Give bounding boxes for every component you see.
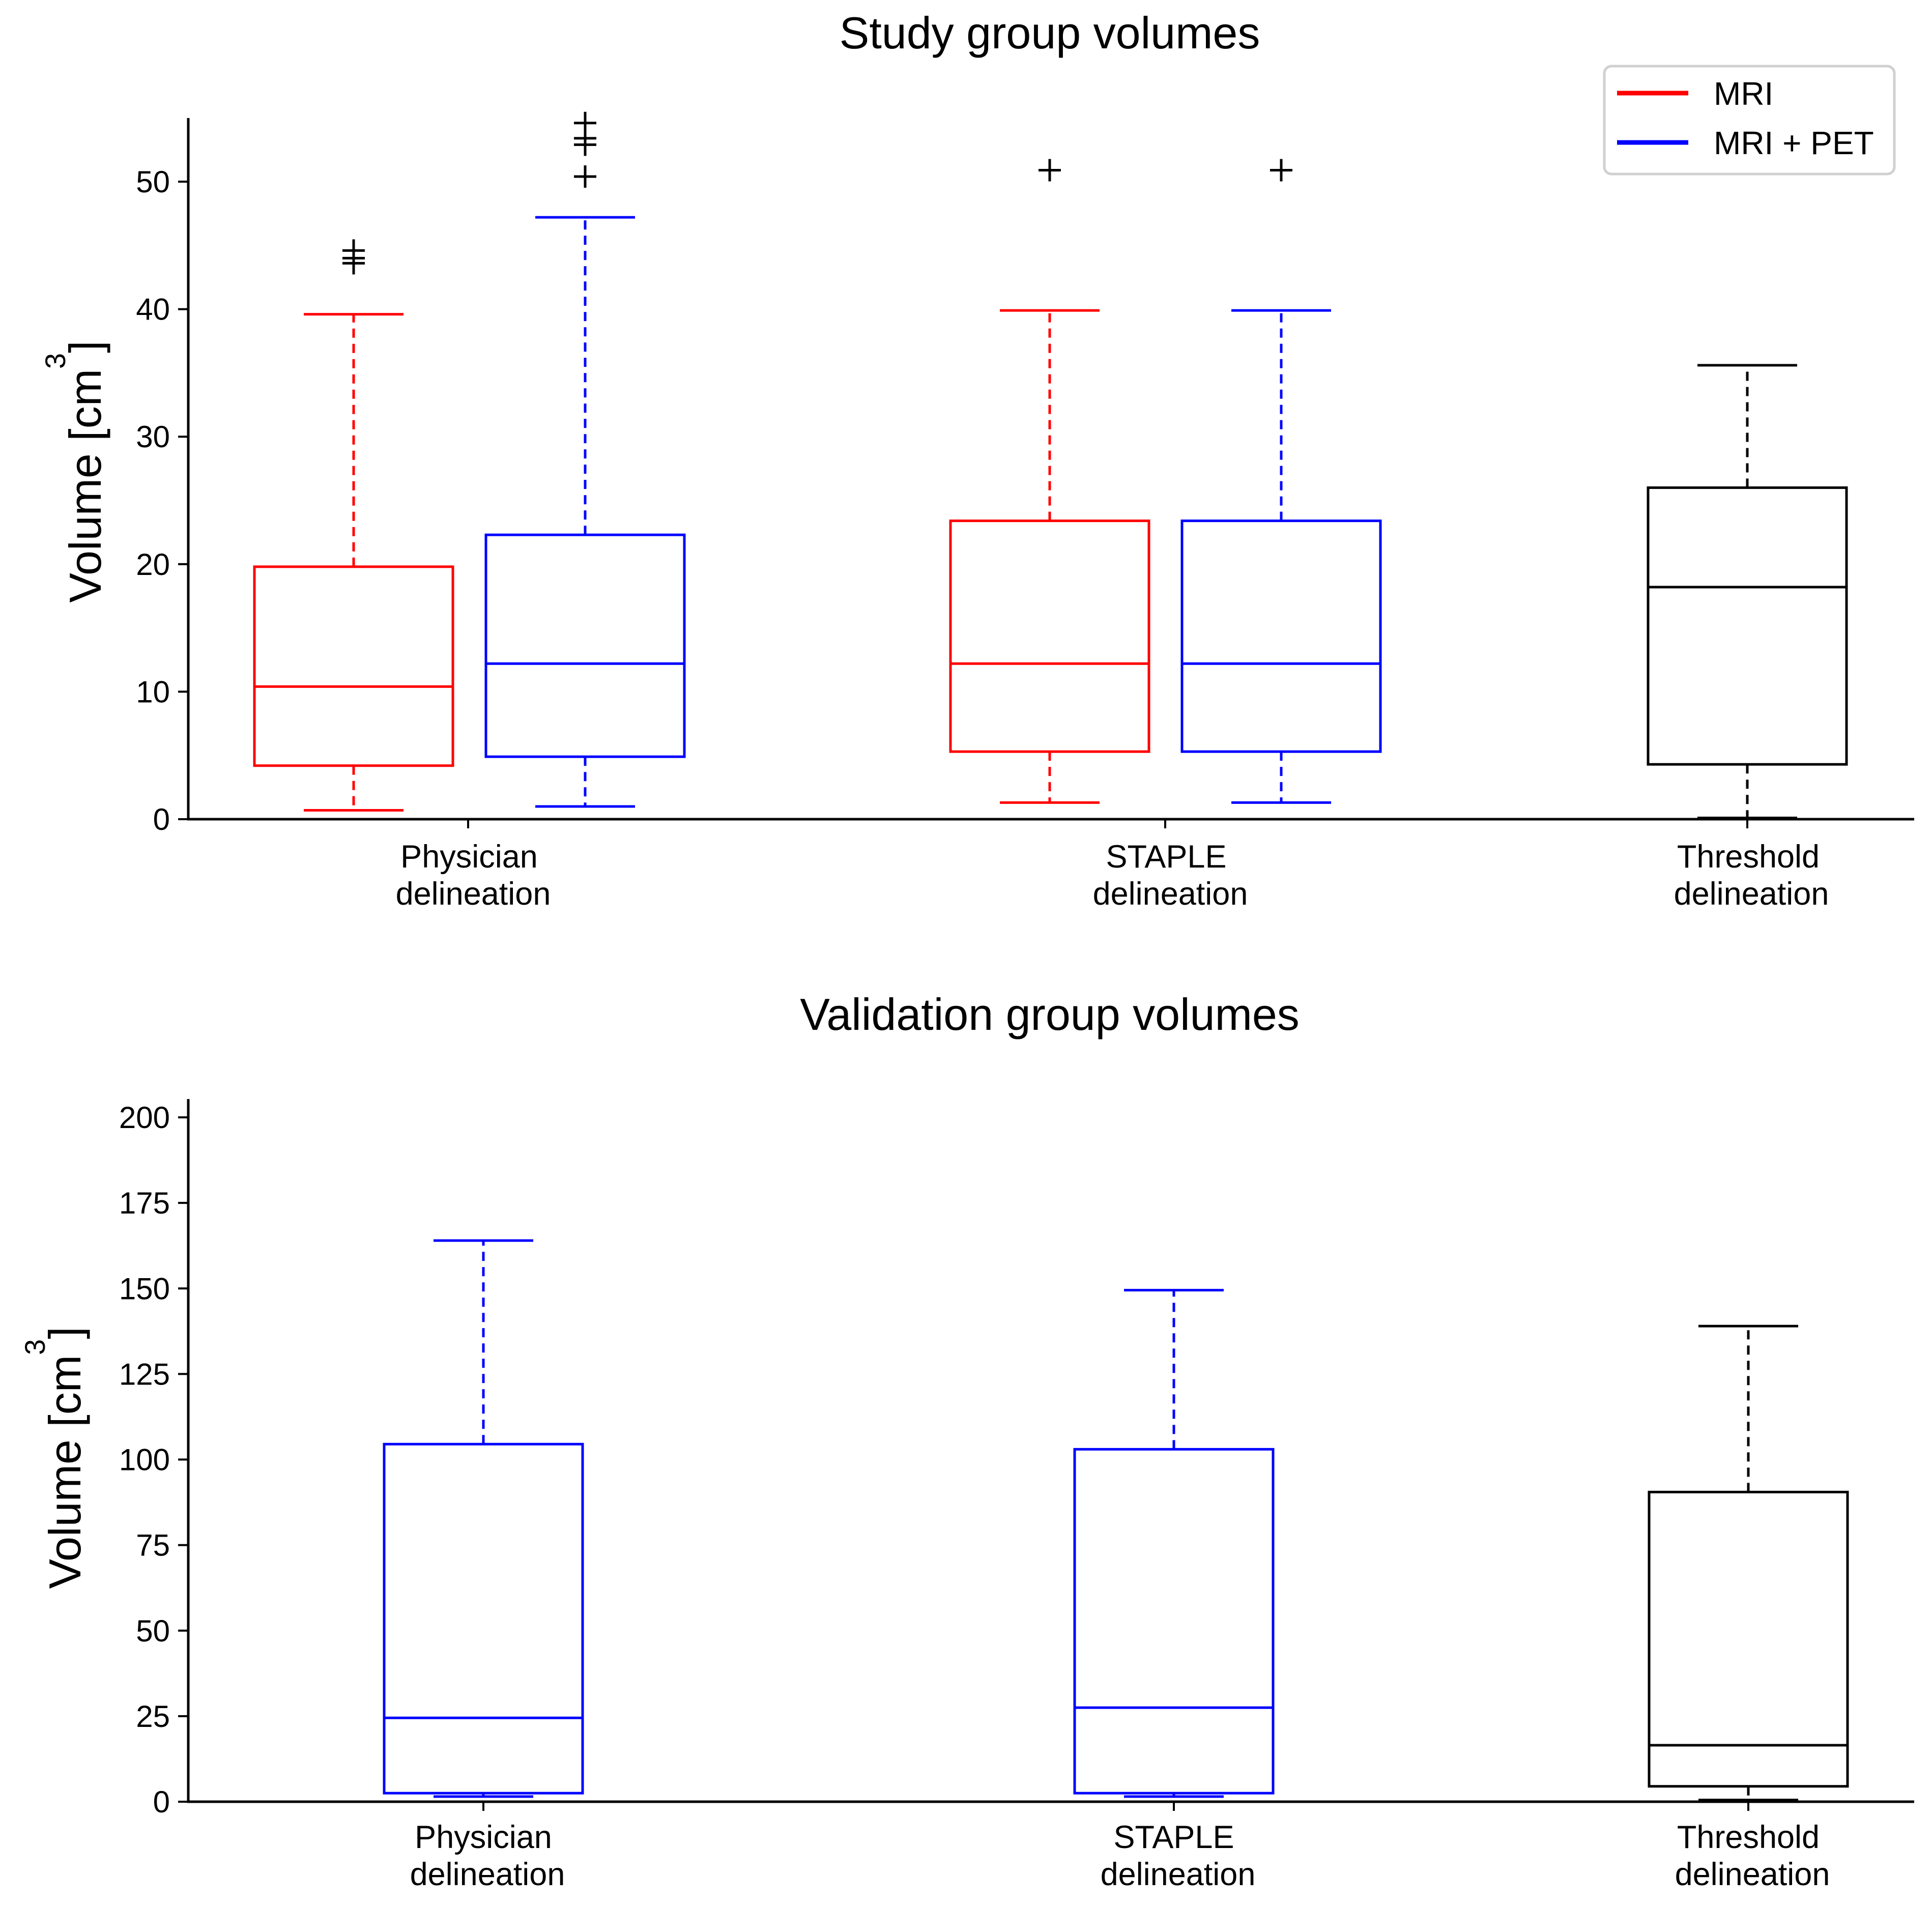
validation-chart-title: Validation group volumes (800, 989, 1300, 1040)
study-y-tick-label: 0 (153, 802, 170, 836)
study-y-tick-label: 10 (136, 675, 170, 709)
validation-box-0 (383, 1239, 584, 1798)
legend-label-mri: MRI (1714, 75, 1773, 112)
study-y-axis-label-text: Volume [cm3] (39, 340, 110, 602)
validation-category-label-physician-line1: Physician (415, 1820, 552, 1855)
box-iqr (383, 1442, 584, 1795)
study-category-label-staple-line2: delineation (1093, 876, 1248, 912)
validation-ylabel-main: Volume [cm (40, 1355, 90, 1589)
validation-category-label-threshold-line2: delineation (1675, 1857, 1830, 1892)
validation-y-tick-label: 0 (153, 1785, 170, 1819)
study-ylabel-main: Volume [cm (60, 369, 110, 603)
validation-chart: Validation group volumes Volume [cm3] 0 2… (19, 989, 1914, 1892)
study-boxes (253, 111, 1848, 819)
study-y-tick-label: 40 (136, 293, 170, 327)
study-y-ticks: 0 10 20 30 40 50 (136, 165, 188, 836)
validation-ylabel-suffix: ] (40, 1326, 90, 1339)
study-chart-title: Study group volumes (840, 8, 1260, 58)
study-category-label-physician-line2: delineation (396, 876, 551, 912)
box-iqr (1647, 486, 1848, 766)
validation-boxes (383, 1239, 1849, 1802)
validation-y-tick-label: 175 (119, 1186, 170, 1220)
legend-label-mri-pet: MRI + PET (1714, 125, 1874, 161)
validation-box-2 (1648, 1324, 1849, 1802)
study-ylabel-suffix: ] (60, 340, 110, 353)
validation-y-tick-label: 50 (136, 1614, 170, 1648)
validation-y-tick-label: 100 (119, 1443, 170, 1477)
validation-category-label-threshold-line1: Threshold (1677, 1820, 1820, 1855)
box-iqr (1073, 1448, 1275, 1795)
box-iqr (1180, 519, 1382, 753)
study-ylabel-superscript: 3 (39, 353, 71, 369)
box-iqr (949, 519, 1150, 753)
study-y-tick-label: 20 (136, 547, 170, 582)
study-box-4 (1647, 364, 1848, 819)
study-box-0 (253, 239, 454, 812)
study-box-3 (1180, 159, 1382, 804)
study-category-label-physician-line1: Physician (400, 839, 538, 875)
validation-y-tick-label: 75 (136, 1528, 170, 1563)
study-y-tick-label: 30 (136, 420, 170, 454)
validation-category-label-staple-line1: STAPLE (1114, 1820, 1234, 1855)
legend: MRI MRI + PET (1603, 65, 1896, 176)
box-iqr (1648, 1490, 1849, 1788)
study-category-label-threshold-line2: delineation (1674, 876, 1829, 912)
study-category-label-staple-line1: STAPLE (1106, 839, 1227, 875)
box-iqr (484, 533, 686, 758)
validation-y-axis-label: Volume [cm3] (19, 1326, 90, 1589)
study-box-2 (949, 159, 1150, 804)
validation-y-axis-label-text: Volume [cm3] (19, 1326, 90, 1589)
validation-y-tick-label: 125 (119, 1357, 170, 1391)
box-iqr (253, 565, 454, 767)
study-chart: Study group volumes Volume [cm3] 0102030… (39, 8, 1914, 912)
validation-box-1 (1073, 1289, 1275, 1798)
study-y-tick-label: 50 (136, 165, 170, 199)
study-y-axis-label: Volume [cm3] (39, 340, 110, 602)
validation-category-label-staple-line2: delineation (1101, 1857, 1256, 1892)
validation-y-tick-label: 25 (136, 1699, 170, 1734)
study-box-1 (484, 111, 686, 808)
validation-category-label-physician-line2: delineation (410, 1857, 565, 1892)
validation-y-tick-label: 150 (119, 1272, 170, 1306)
validation-ylabel-superscript: 3 (19, 1339, 51, 1355)
validation-y-tick-label: 200 (119, 1101, 170, 1135)
validation-y-ticks: 0 25 50 75 100 125 150 175 200 (119, 1101, 188, 1819)
study-category-label-threshold-line1: Threshold (1677, 839, 1820, 875)
